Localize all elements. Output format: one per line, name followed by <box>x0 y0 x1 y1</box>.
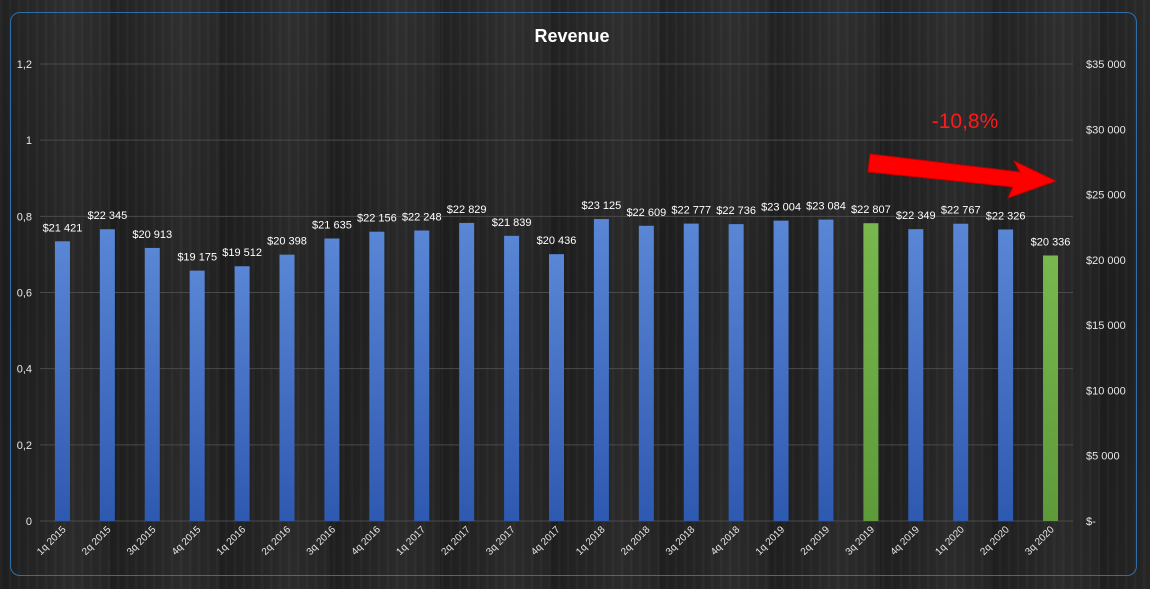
highlighted-bar <box>1043 255 1059 521</box>
bar-data-label: $22 736 <box>716 205 756 217</box>
bar <box>953 223 969 521</box>
x-axis-tick-label: 2q 2015 <box>80 524 114 558</box>
x-axis-tick-label: 1q 2017 <box>395 524 429 558</box>
right-axis-tick-label: $5 000 <box>1086 451 1120 463</box>
right-axis-tick-label: $20 000 <box>1086 255 1126 267</box>
bar-data-label: $20 436 <box>537 235 577 247</box>
bar-data-label: $20 913 <box>132 229 172 241</box>
bar-data-label: $22 349 <box>896 210 936 222</box>
right-axis-tick-label: $25 000 <box>1086 190 1126 202</box>
left-axis-tick-label: 0,4 <box>17 364 32 376</box>
left-axis-tick-label: 1,2 <box>17 59 32 71</box>
bar <box>998 229 1014 522</box>
x-axis-tick-label: 1q 2019 <box>754 524 788 558</box>
bar-data-label: $19 175 <box>177 252 217 264</box>
x-axis-tick-label: 4q 2016 <box>350 524 384 558</box>
bar <box>728 224 744 521</box>
bar-data-label: $22 345 <box>87 210 127 222</box>
left-axis-tick-label: 0 <box>26 516 32 528</box>
x-axis-tick-label: 4q 2019 <box>889 524 923 558</box>
x-axis-tick-label: 4q 2015 <box>170 524 204 558</box>
x-axis-tick-label: 2q 2016 <box>260 524 294 558</box>
x-axis-tick-label: 2q 2020 <box>978 524 1012 558</box>
bar <box>459 222 475 521</box>
bar-data-label: $19 512 <box>222 247 262 259</box>
x-axis-tick-label: 3q 2017 <box>484 524 518 558</box>
chart-frame <box>10 12 1137 576</box>
bar <box>144 247 160 521</box>
chart-title: Revenue <box>534 26 609 46</box>
bar-data-label: $22 767 <box>941 205 981 217</box>
bar <box>549 254 564 521</box>
bar-data-label: $23 125 <box>582 200 622 212</box>
bar-data-label: $20 398 <box>267 236 307 248</box>
x-axis-tick-label: 4q 2018 <box>709 524 743 558</box>
right-axis-tick-label: $- <box>1086 516 1096 528</box>
left-axis-tick-label: 0,2 <box>17 440 32 452</box>
bar-data-label: $22 807 <box>851 204 891 216</box>
bar-data-label: $22 829 <box>447 204 487 216</box>
bar-data-label: $20 336 <box>1031 236 1071 248</box>
bar <box>818 219 834 521</box>
bar <box>504 235 520 521</box>
bar <box>638 225 654 521</box>
bar-data-label: $21 421 <box>43 222 83 234</box>
highlighted-bar <box>863 223 879 521</box>
bar <box>908 229 924 521</box>
x-axis-tick-label: 1q 2020 <box>933 524 967 558</box>
bar-data-label: $22 326 <box>986 210 1026 222</box>
x-axis-tick-label: 3q 2018 <box>664 524 698 558</box>
bar-data-label: $23 004 <box>761 202 801 214</box>
bar-data-label: $21 635 <box>312 220 352 232</box>
right-axis-tick-label: $35 000 <box>1086 59 1126 71</box>
bar <box>683 223 699 521</box>
bar <box>234 266 250 521</box>
bar-data-label: $22 777 <box>671 205 711 217</box>
bar-data-label: $22 609 <box>626 207 666 219</box>
red-arrow-icon <box>867 153 1058 199</box>
right-axis-tick-label: $30 000 <box>1086 124 1126 136</box>
x-axis-tick-label: 2q 2017 <box>439 524 473 558</box>
bar <box>54 241 70 521</box>
bar <box>369 231 385 522</box>
x-axis-tick-label: 3q 2020 <box>1023 524 1057 558</box>
x-axis-tick-label: 4q 2017 <box>529 524 563 558</box>
x-axis-tick-label: 1q 2018 <box>574 524 608 558</box>
left-axis-tick-label: 0,6 <box>17 288 32 300</box>
bar <box>279 254 295 521</box>
bar <box>324 238 340 521</box>
bar <box>773 220 789 521</box>
bar <box>593 219 609 521</box>
left-axis-tick-label: 0,8 <box>17 211 32 223</box>
x-axis-tick-label: 2q 2018 <box>619 524 653 558</box>
x-axis-tick-label: 3q 2016 <box>305 524 339 558</box>
x-axis-tick-label: 3q 2015 <box>125 524 159 558</box>
left-axis-tick-label: 1 <box>26 135 32 147</box>
bar-data-label: $21 839 <box>492 217 532 229</box>
bar-data-label: $22 248 <box>402 212 442 224</box>
right-axis-tick-label: $10 000 <box>1086 385 1126 397</box>
x-axis-tick-label: 3q 2019 <box>844 524 878 558</box>
bar-data-label: $22 156 <box>357 213 397 225</box>
x-axis-tick-label: 2q 2019 <box>799 524 833 558</box>
right-axis-tick-label: $15 000 <box>1086 320 1126 332</box>
change-annotation: -10,8% <box>932 110 999 133</box>
x-axis-tick-label: 1q 2015 <box>35 524 69 558</box>
bar <box>414 230 430 521</box>
bar <box>189 270 205 521</box>
x-axis-tick-label: 1q 2016 <box>215 524 249 558</box>
bar <box>99 229 115 521</box>
bar-data-label: $23 084 <box>806 201 846 213</box>
